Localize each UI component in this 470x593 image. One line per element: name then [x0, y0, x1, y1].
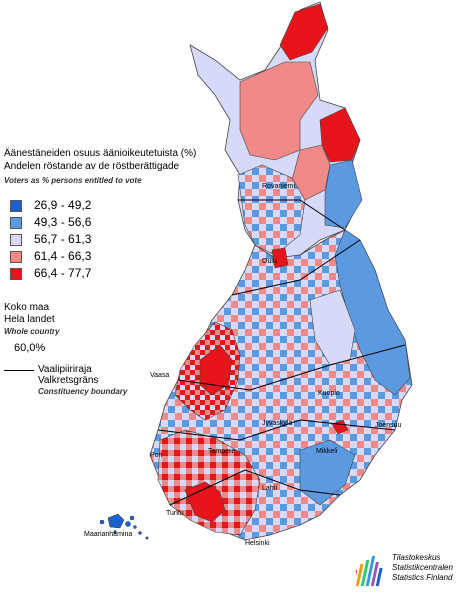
- city-label-rovaniemi: Rovaniemi: [262, 183, 296, 190]
- legend-label: 66,4 - 77,7: [34, 266, 92, 280]
- map-title-finnish: Äänestäneiden osuus äänioikeutetuista (%…: [4, 148, 197, 159]
- region-oulu-red: [271, 247, 289, 269]
- whole-country-value: 60,0%: [14, 342, 46, 354]
- legend-label: 56,7 - 61,3: [34, 232, 92, 246]
- region-lapland-blue: [324, 159, 363, 229]
- logo-text-finnish: Tilastokeskus: [392, 553, 441, 562]
- legend-label: 26,9 - 49,2: [34, 198, 92, 212]
- city-label-kuopio: Kuopio: [318, 390, 340, 397]
- legend-swatch: [10, 217, 22, 229]
- legend-swatch: [10, 234, 22, 246]
- city-label-turku: Turku: [166, 510, 184, 517]
- boundary-line-sample: [4, 370, 34, 371]
- whole-country-block: Koko maa Hela landet Whole country 60,0%: [4, 302, 60, 354]
- boundary-label-english: Constituency boundary: [38, 387, 128, 396]
- logo-text: Tilastokeskus Statistikcentralen Statist…: [392, 553, 453, 583]
- region-east-blue: [334, 229, 411, 396]
- boundary-label-swedish: Valkretsgräns: [38, 375, 99, 386]
- city-label-tampere: Tampere: [208, 448, 236, 455]
- whole-country-english: Whole country: [4, 327, 60, 336]
- legend-swatch: [10, 268, 22, 280]
- legend-label: 61,4 - 66,3: [34, 249, 92, 263]
- legend-label: 49,3 - 56,6: [34, 215, 92, 229]
- constituency-boundaries: [157, 199, 406, 506]
- city-label-jyvaskyla: Jyväskylä: [262, 420, 293, 427]
- region-southwest-red: [184, 481, 226, 523]
- aland-islands: [99, 513, 149, 540]
- logo-mark-icon: [350, 556, 383, 586]
- region-north-red: [279, 3, 329, 61]
- whole-country-finnish: Koko maa: [4, 302, 50, 313]
- logo-text-english: Statistics Finland: [392, 573, 453, 582]
- city-label-maarianhamina: Maarianhamina: [84, 531, 133, 538]
- city-label-joensuu: Joensuu: [375, 422, 402, 429]
- legend-swatch: [10, 200, 22, 212]
- map-title-english: Voters as % persons entitled to vote: [4, 176, 142, 185]
- city-label-pori: Pori: [150, 452, 163, 459]
- city-label-helsinki: Helsinki: [245, 540, 270, 547]
- map-title-swedish: Andelen röstande av de röstberättigade: [4, 161, 180, 172]
- legend-swatch: [10, 251, 22, 263]
- city-label-mikkeli: Mikkeli: [316, 448, 338, 455]
- logo-text-swedish: Statistikcentralen: [392, 563, 453, 572]
- statistics-finland-logo: [350, 552, 390, 593]
- city-label-vaasa: Vaasa: [150, 372, 170, 379]
- region-lapland-salmon: [239, 61, 319, 161]
- city-label-lahti: Lahti: [262, 485, 278, 492]
- region-ostrobothnia-core: [199, 344, 233, 396]
- region-rovaniemi-mix: [237, 164, 306, 256]
- city-label-oulu: Oulu: [262, 258, 277, 265]
- boundary-label-finnish: Vaalipiiriraja: [38, 364, 92, 375]
- whole-country-swedish: Hela landet: [4, 314, 55, 325]
